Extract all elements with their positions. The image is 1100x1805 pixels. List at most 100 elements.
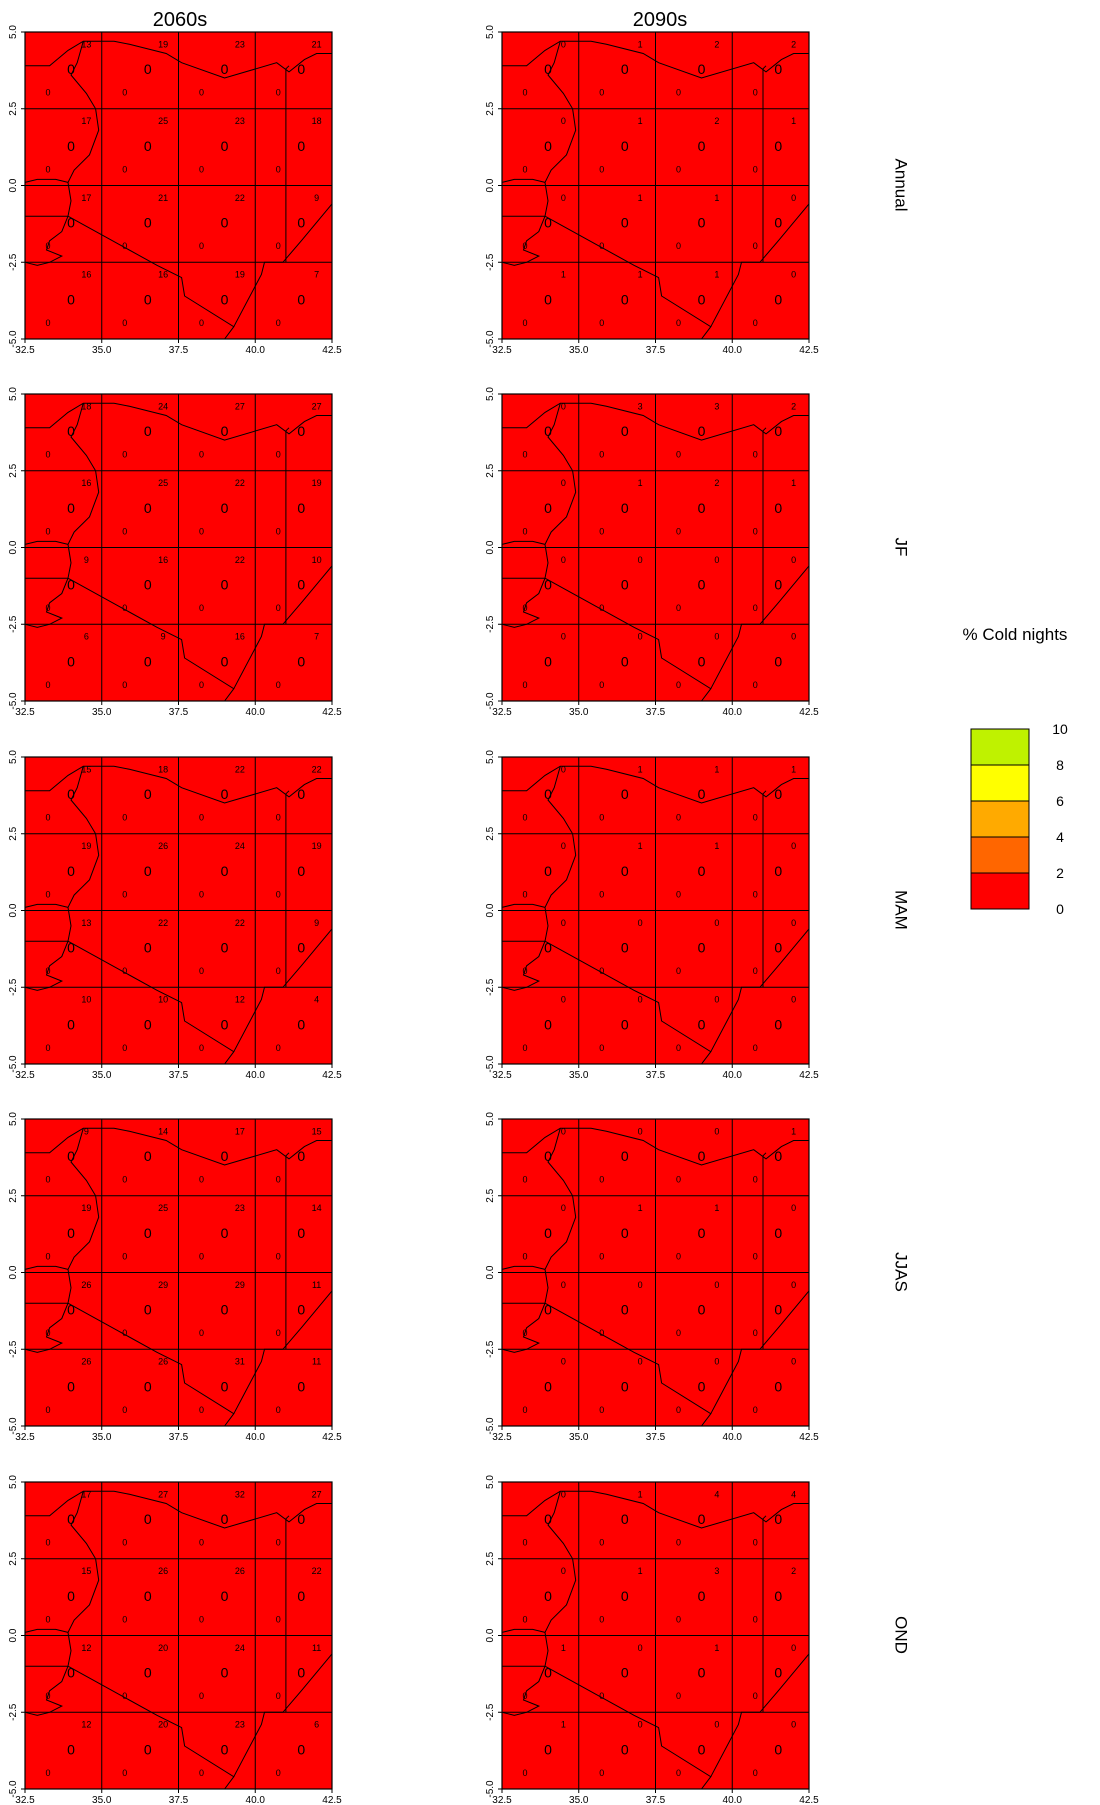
cell-corner-value: 0 — [46, 1251, 51, 1261]
cell-center-value: 0 — [144, 61, 152, 77]
cell-corner-value: 0 — [599, 241, 604, 251]
cell-center-value: 0 — [297, 1148, 305, 1164]
cell-center-value: 0 — [621, 940, 629, 956]
cell-value: 26 — [81, 1357, 91, 1367]
country-border — [762, 1515, 767, 1713]
country-border — [501, 540, 546, 545]
y-tick-label: -2.5 — [8, 1703, 19, 1721]
y-tick-label: -2.5 — [485, 978, 496, 996]
cell-corner-value: 0 — [523, 1768, 528, 1778]
cell-corner-value: 0 — [599, 813, 604, 823]
cell-center-value: 0 — [67, 61, 75, 77]
cell-corner-value: 0 — [753, 1328, 758, 1338]
cell-corner-value: 0 — [753, 1175, 758, 1185]
cell-center-value: 0 — [698, 138, 706, 154]
country-border — [67, 403, 100, 579]
x-tick-label: 42.5 — [322, 1432, 342, 1443]
cell-value: 0 — [561, 555, 566, 565]
cell-center-value: 0 — [544, 138, 552, 154]
cell-value: 0 — [791, 1357, 796, 1367]
country-border — [710, 1290, 810, 1414]
cell-center-value: 0 — [544, 291, 552, 307]
cell-corner-value: 0 — [523, 164, 528, 174]
cell-center-value: 0 — [297, 291, 305, 307]
cell-value: 1 — [791, 478, 796, 488]
cell-center-value: 0 — [621, 423, 629, 439]
country-border — [502, 1127, 809, 1166]
country-border — [67, 940, 235, 1065]
country-border — [24, 903, 69, 908]
cell-corner-value: 0 — [122, 450, 127, 460]
cell-corner-value: 0 — [599, 318, 604, 328]
x-tick-label: 32.5 — [15, 707, 35, 718]
cell-value: 2 — [791, 401, 796, 411]
cell-value: 0 — [791, 1280, 796, 1290]
country-border — [24, 941, 69, 991]
cell-corner-value: 0 — [122, 241, 127, 251]
country-border — [502, 40, 809, 79]
cell-center-value: 0 — [544, 1148, 552, 1164]
y-tick-label: 0.0 — [485, 903, 496, 917]
y-tick-label: 0.0 — [485, 1265, 496, 1279]
x-tick-label: 42.5 — [799, 707, 819, 718]
country-border — [67, 1302, 235, 1427]
cell-corner-value: 0 — [46, 813, 51, 823]
cell-corner-value: 0 — [523, 1614, 528, 1624]
y-tick-label: 2.5 — [8, 1551, 19, 1565]
y-tick-label: -5.0 — [8, 330, 19, 348]
cell-corner-value: 0 — [276, 1043, 281, 1053]
cell-center-value: 0 — [774, 1225, 782, 1241]
cell-center-value: 0 — [698, 423, 706, 439]
x-tick-label: 32.5 — [492, 1795, 512, 1805]
cell-corner-value: 0 — [676, 813, 681, 823]
cell-value: 26 — [235, 1566, 245, 1576]
cell-corner-value: 0 — [46, 603, 51, 613]
cell-value: 17 — [81, 193, 91, 203]
cell-center-value: 0 — [698, 1665, 706, 1681]
cell-center-value: 0 — [221, 577, 229, 593]
cell-value: 23 — [235, 116, 245, 126]
cell-value: 10 — [81, 995, 91, 1005]
cell-center-value: 0 — [144, 1225, 152, 1241]
map-panel-jf-2090s: 0 0 0 3 0 0 3 0 0 2 0 0 0 0 0 1 0 0 2 0 0 1 0 0 0 0 0 0 0 0 0 0 0 0 0 0 0 0 0 0… — [485, 387, 819, 718]
cell-value: 0 — [561, 1489, 566, 1499]
cell-corner-value: 0 — [199, 1538, 204, 1548]
cell-value: 1 — [791, 116, 796, 126]
cell-center-value: 0 — [221, 138, 229, 154]
x-tick-label: 42.5 — [799, 1795, 819, 1805]
cell-value: 17 — [235, 1126, 245, 1136]
cell-center-value: 0 — [698, 1511, 706, 1527]
map-panel-jf-2060s: 18 0 0 24 0 0 27 0 0 27 0 0 16 0 0 25 0 0 22 0 0 19 0 0 9 0 0 16 0 0 2… — [8, 387, 342, 718]
cell-corner-value: 0 — [46, 318, 51, 328]
cell-corner-value: 0 — [46, 1043, 51, 1053]
cell-corner-value: 0 — [676, 680, 681, 690]
cell-corner-value: 0 — [523, 1328, 528, 1338]
country-border — [710, 928, 810, 1052]
cell-center-value: 0 — [698, 1148, 706, 1164]
cell-corner-value: 0 — [276, 1691, 281, 1701]
cell-center-value: 0 — [698, 215, 706, 231]
cell-value: 3 — [638, 401, 643, 411]
cell-value: 22 — [312, 1566, 322, 1576]
cell-corner-value: 0 — [122, 966, 127, 976]
country-border — [544, 403, 577, 579]
y-tick-label: 5.0 — [485, 750, 496, 764]
cell-center-value: 0 — [544, 786, 552, 802]
country-border — [501, 1628, 546, 1633]
cell-center-value: 0 — [544, 1665, 552, 1681]
x-tick-label: 35.0 — [92, 1795, 112, 1805]
cell-center-value: 0 — [544, 940, 552, 956]
cell-corner-value: 0 — [523, 680, 528, 690]
cell-center-value: 0 — [698, 1302, 706, 1318]
cell-center-value: 0 — [698, 940, 706, 956]
cell-value: 0 — [561, 1126, 566, 1136]
cell-corner-value: 0 — [523, 1175, 528, 1185]
cell-center-value: 0 — [67, 291, 75, 307]
y-tick-label: -2.5 — [485, 253, 496, 271]
cell-value: 17 — [81, 116, 91, 126]
country-border — [24, 1303, 69, 1353]
cell-center-value: 0 — [144, 786, 152, 802]
cell-center-value: 0 — [144, 653, 152, 669]
cell-value: 20 — [158, 1643, 168, 1653]
x-tick-label: 37.5 — [646, 707, 666, 718]
